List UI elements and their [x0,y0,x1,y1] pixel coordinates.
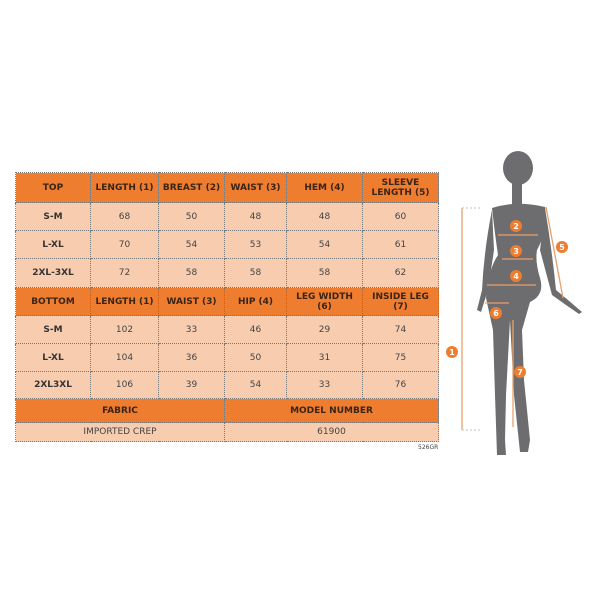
marker-1-icon: 1 [446,346,458,358]
size-cell: S-M [15,315,91,344]
value-cell: 106 [90,371,159,399]
value-cell: 50 [224,343,287,372]
size-chart-table: TOP LENGTH (1) BREAST (2) WAIST (3) HEM (4) S… [15,172,439,442]
svg-text:6: 6 [493,309,499,318]
measurement-arrows [461,206,564,431]
header-cell: WAIST (3) [158,287,225,316]
svg-text:4: 4 [513,272,519,281]
svg-text:3: 3 [513,247,519,256]
header-cell: HEM (4) [286,172,363,203]
marker-5-icon: 5 [556,241,568,253]
value-cell: 70 [90,230,159,259]
value-cell: 75 [362,343,439,372]
marker-6-icon: 6 [490,307,502,319]
bottom-header-row: BOTTOM LENGTH (1) WAIST (3) HIP (4) LEG WIDT… [15,287,439,316]
header-cell: LEG WIDTH (6) [286,287,363,316]
info-row: IMPORTED CREP 61900 [15,422,439,442]
table-row: S-M 102 33 46 29 74 [15,315,439,344]
value-cell: 76 [362,371,439,399]
table-row: 2XL3XL 106 39 54 33 76 [15,371,439,399]
marker-2-icon: 2 [510,220,522,232]
marker-3-icon: 3 [510,245,522,257]
svg-text:5: 5 [559,243,565,252]
header-cell: WAIST (3) [224,172,287,203]
svg-text:7: 7 [517,368,523,377]
value-cell: 61 [362,230,439,259]
silhouette [477,151,582,455]
value-cell: 48 [224,202,287,231]
header-cell: INSIDE LEG (7) [362,287,439,316]
value-cell: 58 [224,258,287,288]
table-row: L-XL 104 36 50 31 75 [15,343,439,372]
header-cell: HIP (4) [224,287,287,316]
measurement-markers: 1 2 3 4 5 6 7 [446,220,568,378]
value-cell: 33 [286,371,363,399]
marker-7-icon: 7 [514,366,526,378]
marker-4-icon: 4 [510,270,522,282]
value-cell: 29 [286,315,363,344]
value-cell: 39 [158,371,225,399]
svg-text:2: 2 [513,222,519,231]
value-cell: 58 [158,258,225,288]
top-header-row: TOP LENGTH (1) BREAST (2) WAIST (3) HEM (4) S… [15,172,439,203]
value-cell: 74 [362,315,439,344]
value-cell: 58 [286,258,363,288]
header-cell: SLEEVE LENGTH (5) [362,172,439,203]
table-row: S-M 68 50 48 48 60 [15,202,439,231]
header-cell: BOTTOM [15,287,91,316]
size-cell: 2XL3XL [15,371,91,399]
header-cell: BREAST (2) [158,172,225,203]
value-cell: 46 [224,315,287,344]
value-cell: 54 [158,230,225,259]
model-number-value: 61900 [224,422,439,442]
value-cell: 60 [362,202,439,231]
header-cell: TOP [15,172,91,203]
fabric-value: IMPORTED CREP [15,422,225,442]
value-cell: 68 [90,202,159,231]
size-cell: L-XL [15,230,91,259]
size-cell: S-M [15,202,91,231]
product-code: 526GR [418,444,439,451]
table-row: 2XL-3XL 72 58 58 58 62 [15,258,439,288]
svg-text:1: 1 [449,348,455,357]
value-cell: 72 [90,258,159,288]
value-cell: 50 [158,202,225,231]
value-cell: 48 [286,202,363,231]
model-number-label: MODEL NUMBER [224,398,439,423]
value-cell: 62 [362,258,439,288]
info-header-row: FABRIC MODEL NUMBER [15,398,439,423]
value-cell: 104 [90,343,159,372]
fabric-label: FABRIC [15,398,225,423]
value-cell: 33 [158,315,225,344]
